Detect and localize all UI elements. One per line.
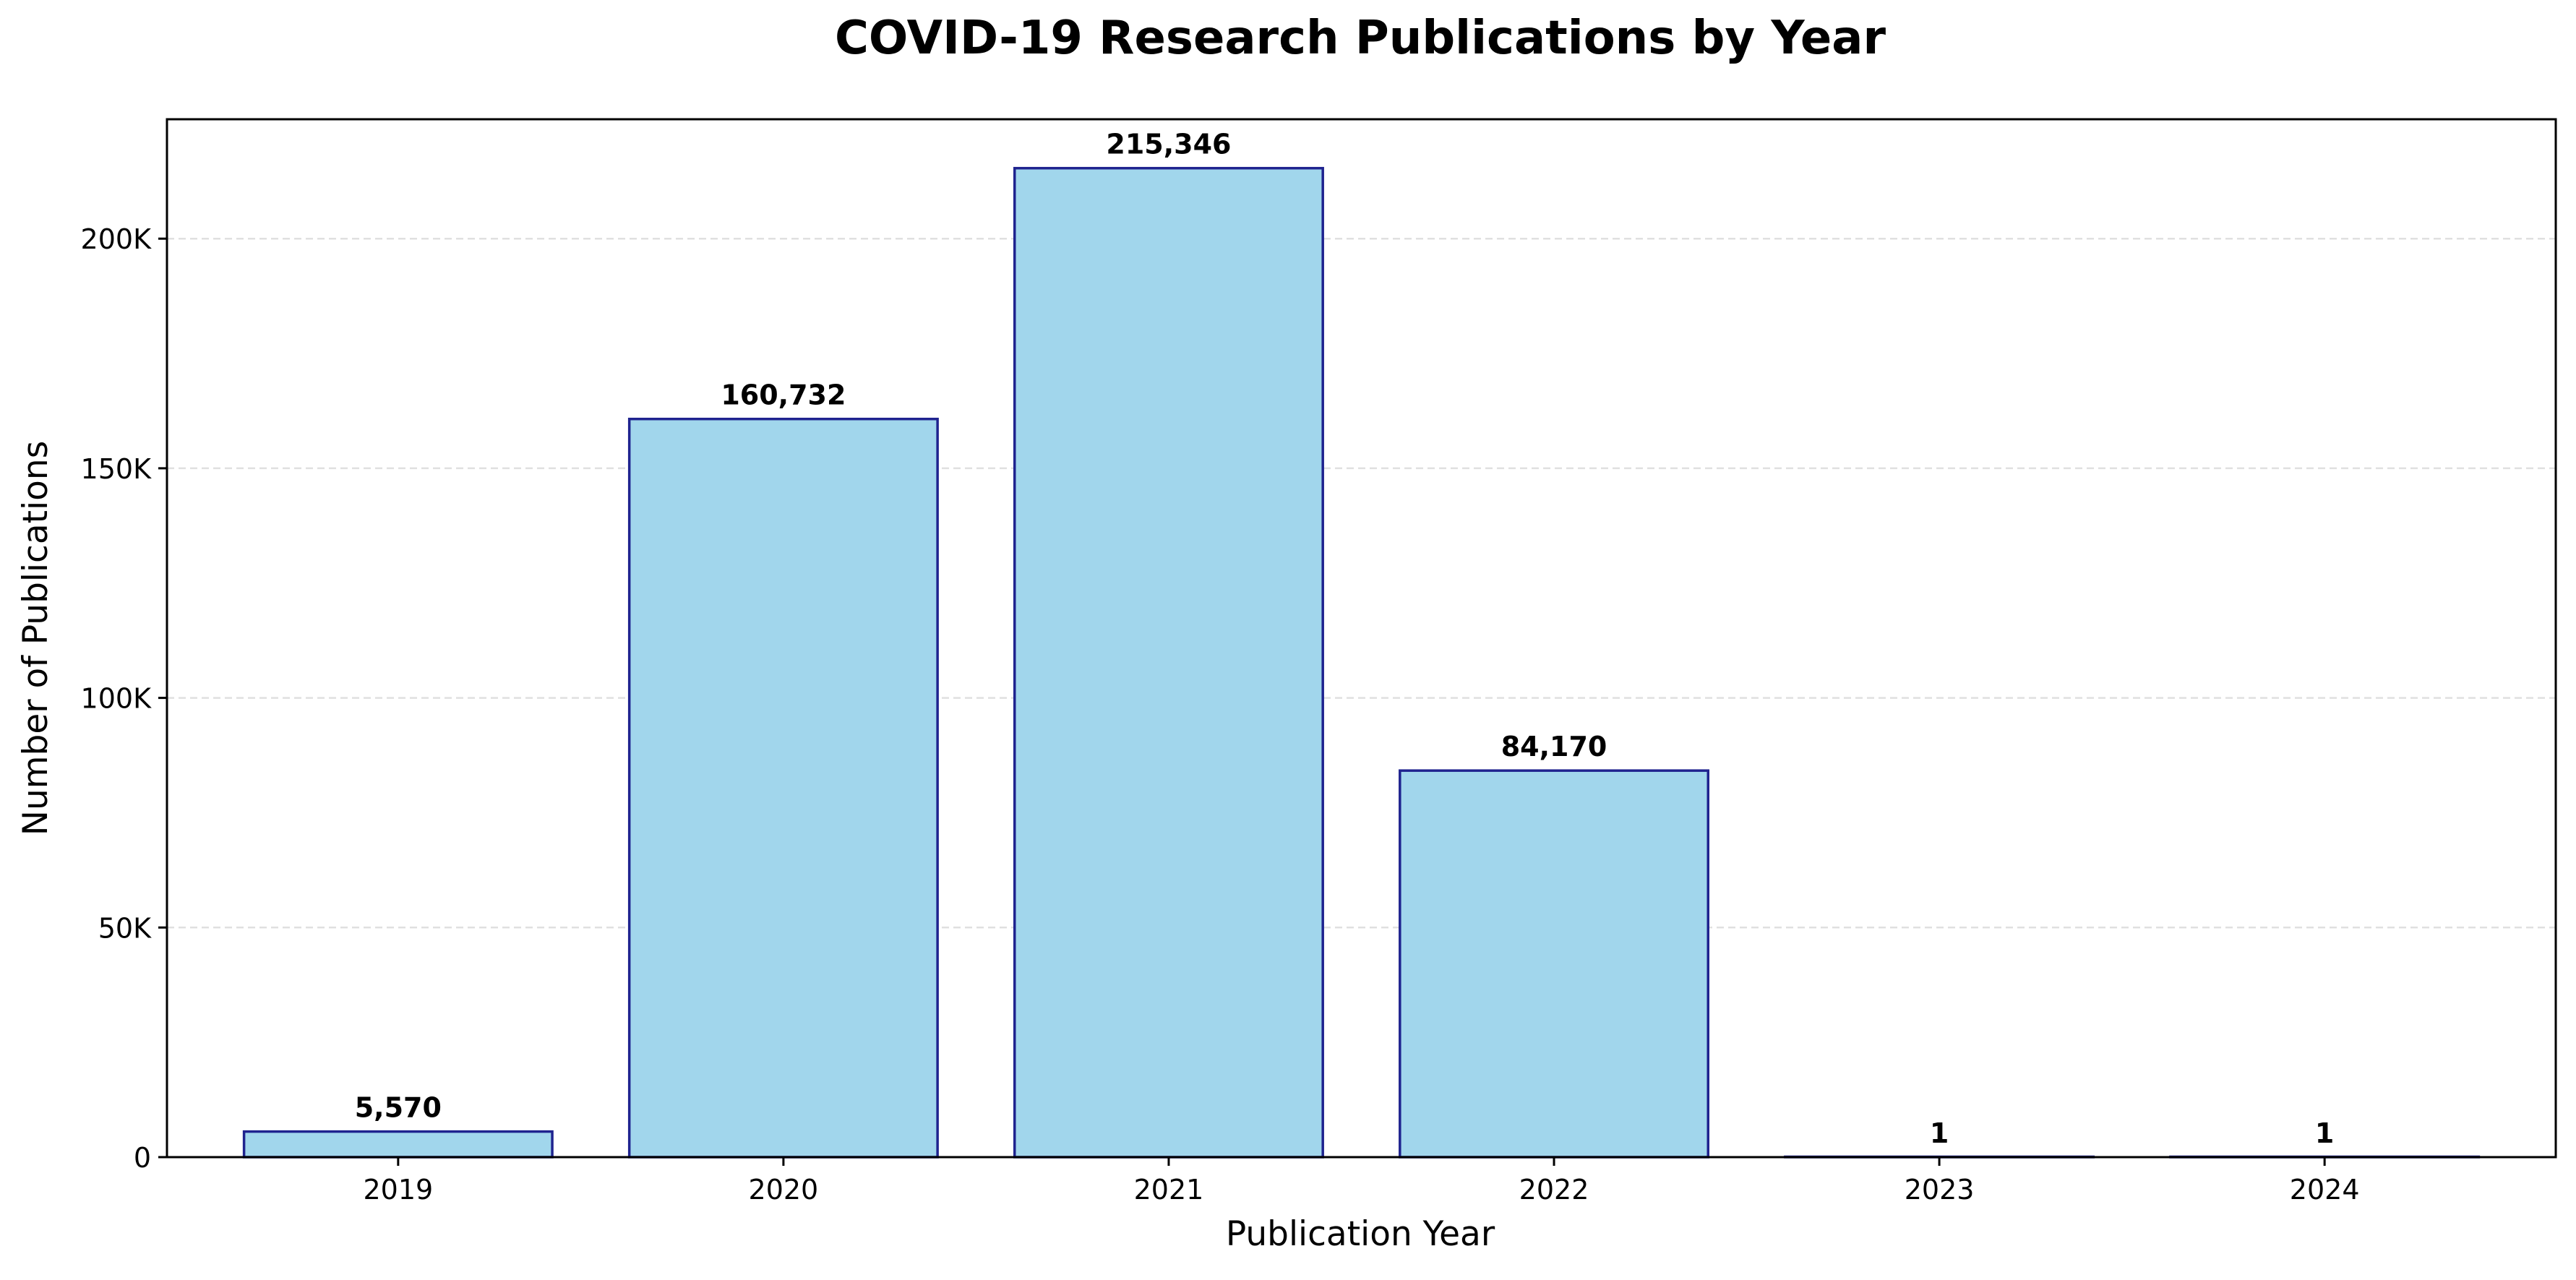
bar-value-label: 215,346 [1106,129,1231,160]
bar-2022 [1399,769,1710,1159]
x-tick-label: 2024 [2290,1174,2360,1206]
x-axis: 2019 2020 2021 2022 2023 2024 [363,1157,2360,1206]
y-tick-label: 150K [81,453,153,485]
chart-title: COVID-19 Research Publications by Year [835,12,1886,65]
grid-lines [167,237,2556,929]
bar-value-label: 5,570 [355,1092,442,1124]
bar-value-label: 84,170 [1501,731,1607,763]
y-tick-label: 0 [134,1142,151,1174]
bar-value-labels: 5,570 160,732 215,346 84,170 1 1 [355,129,2335,1149]
bar-value-label: 160,732 [721,379,846,411]
bar-2020 [627,417,939,1159]
bars [242,166,2481,1159]
y-tick-label: 200K [81,223,153,255]
y-axis-label: Number of Publications [16,441,56,836]
y-axis: 0 50K 100K 150K 200K [81,223,167,1174]
y-tick-label: 100K [81,683,153,715]
bar-value-label: 1 [2315,1117,2334,1149]
x-tick-label: 2019 [363,1174,433,1206]
bar-2019 [242,1130,554,1159]
x-tick-label: 2020 [749,1174,819,1206]
x-axis-label: Publication Year [1226,1214,1495,1254]
x-tick-label: 2021 [1134,1174,1204,1206]
bar-2021 [1013,166,1324,1159]
y-tick-label: 50K [98,912,152,944]
bar-value-label: 1 [1930,1117,1949,1149]
x-tick-label: 2023 [1905,1174,1975,1206]
x-tick-label: 2022 [1519,1174,1589,1206]
plot-frame [166,118,2557,1159]
